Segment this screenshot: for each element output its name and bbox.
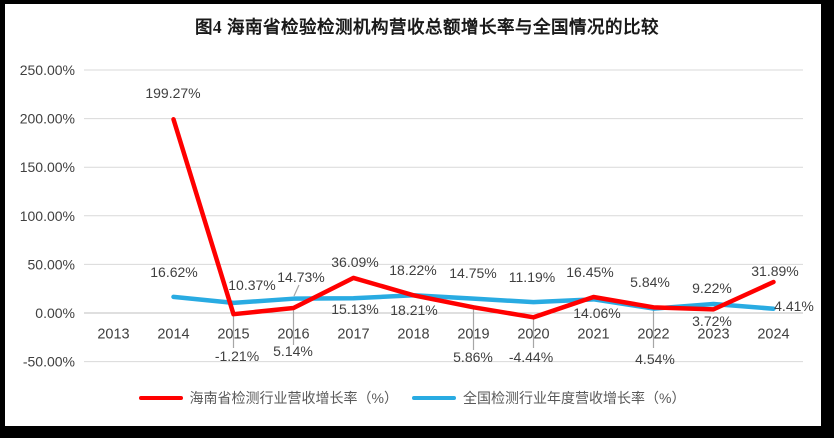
- y-axis-tick-label: 50.00%: [28, 256, 75, 272]
- x-axis-tick-label: 2023: [697, 327, 729, 343]
- data-label: 5.84%: [630, 274, 670, 290]
- legend-label: 全国检测行业年度营收增长率（%）: [463, 390, 686, 406]
- chart-background: [5, 4, 821, 426]
- data-label: 10.37%: [228, 277, 275, 293]
- y-axis-tick-label: 200.00%: [20, 111, 75, 127]
- x-axis-tick-label: 2017: [337, 327, 369, 343]
- y-axis-tick-label: 250.00%: [20, 62, 75, 78]
- data-label: -4.44%: [509, 349, 553, 365]
- y-axis-tick-label: -50.00%: [23, 354, 75, 370]
- data-label: 16.62%: [150, 264, 197, 280]
- data-label: 5.14%: [273, 343, 313, 359]
- data-label: 16.45%: [566, 264, 613, 280]
- legend-label: 海南省检测行业营收增长率（%）: [189, 390, 398, 406]
- legend-line-swatch: [138, 395, 183, 401]
- chart-title: 图4 海南省检验检测机构营收总额增长率与全国情况的比较: [194, 17, 660, 37]
- legend-item: 全国检测行业年度营收增长率（%）: [412, 388, 685, 408]
- data-label: 14.75%: [449, 265, 496, 281]
- x-axis-tick-label: 2014: [157, 327, 189, 343]
- x-axis-tick-label: 2021: [577, 327, 609, 343]
- data-label: 14.06%: [573, 305, 620, 321]
- data-label: 3.72%: [692, 313, 732, 329]
- data-label: 36.09%: [331, 254, 378, 270]
- data-label: 18.21%: [390, 302, 437, 318]
- data-label-leader-line: [293, 284, 300, 297]
- legend-item: 海南省检测行业营收增长率（%）: [138, 388, 398, 408]
- series-line-hainan: [171, 117, 776, 320]
- y-axis-tick-label: 0.00%: [35, 305, 75, 321]
- data-label: 15.13%: [331, 301, 378, 317]
- data-label: -1.21%: [215, 348, 259, 364]
- data-label: 9.22%: [692, 280, 732, 296]
- chart-legend: 海南省检测行业营收增长率（%） 全国检测行业年度营收增长率（%）: [0, 389, 824, 407]
- x-axis-tick-label: 2024: [757, 327, 789, 343]
- data-label: 5.86%: [453, 349, 493, 365]
- y-axis-tick-label: 150.00%: [20, 159, 75, 175]
- data-label: 18.22%: [389, 262, 436, 278]
- data-label: 4.41%: [774, 298, 814, 314]
- y-axis-tick-label: 100.00%: [20, 208, 75, 224]
- x-axis-tick-label: 2018: [397, 327, 429, 343]
- data-label: 11.19%: [509, 269, 555, 285]
- x-axis-tick-label: 2013: [97, 327, 129, 343]
- data-label: 31.89%: [751, 263, 798, 279]
- data-label: 4.54%: [635, 351, 675, 367]
- legend-line-swatch: [412, 395, 456, 401]
- data-label: 199.27%: [145, 85, 200, 101]
- data-label: 14.73%: [277, 269, 324, 285]
